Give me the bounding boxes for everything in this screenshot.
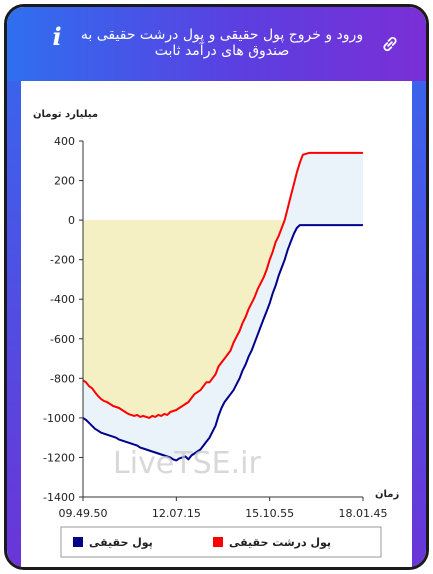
- flow-chart: 400 200 0 -200 -400 -600 -800 -1000 -1200 -1400 0…: [33, 109, 399, 558]
- y-tick-label: 200: [54, 175, 75, 188]
- chart-area: 400 200 0 -200 -400 -600 -800 -1000 -1200 -1400 0…: [21, 81, 412, 567]
- watermark: LiveTSE.ir: [113, 446, 261, 481]
- chart-lines: [82, 151, 363, 462]
- y-tick-label: -1200: [43, 451, 75, 464]
- y-tick-label: 400: [54, 135, 75, 148]
- card-header: i ورود و خروج پول حقیقی و پول درشت حقیقی…: [7, 7, 426, 81]
- x-axis-label: زمان: [375, 489, 399, 500]
- chart-areas: [83, 152, 363, 461]
- y-tick-label: -400: [50, 293, 75, 306]
- info-icon[interactable]: i: [52, 22, 62, 51]
- chart-card: i ورود و خروج پول حقیقی و پول درشت حقیقی…: [4, 4, 429, 570]
- y-tick-label: 0: [68, 214, 75, 227]
- y-axis-label: میلیارد تومان: [33, 109, 98, 120]
- legend-label: پول حقیقی: [89, 536, 153, 549]
- y-tick-label: -600: [50, 333, 75, 346]
- legend-label: پول درشت حقیقی: [229, 536, 331, 549]
- x-tick-label: 09.49.50: [59, 507, 108, 520]
- area-between-series: [83, 152, 363, 461]
- legend: پول حقیقی پول درشت حقیقی: [60, 526, 382, 558]
- series-line-real-money: [82, 224, 363, 462]
- right-border-strip: [412, 81, 426, 567]
- y-tick-label: -1400: [43, 491, 75, 504]
- x-tick-label: 15.10.55: [245, 507, 294, 520]
- legend-swatch: [73, 537, 83, 547]
- y-tick-label: -1000: [43, 412, 75, 425]
- y-tick-label: -200: [50, 254, 75, 267]
- x-tick-label: 18.01.45: [339, 507, 388, 520]
- y-tick-label: -800: [50, 372, 75, 385]
- link-icon[interactable]: [379, 33, 401, 55]
- y-axis-ticks: 400 200 0 -200 -400 -600 -800 -1000 -1200 -1400: [43, 135, 83, 504]
- x-tick-label: 12.07.15: [152, 507, 201, 520]
- left-border-strip: [7, 81, 21, 567]
- series-line-big-money: [82, 151, 363, 419]
- chart-title: ورود و خروج پول حقیقی و پول درشت حقیقی ب…: [80, 27, 364, 59]
- x-axis-ticks: 09.49.50 12.07.15 15.10.55 18.01.45: [59, 497, 388, 520]
- legend-swatch: [213, 537, 223, 547]
